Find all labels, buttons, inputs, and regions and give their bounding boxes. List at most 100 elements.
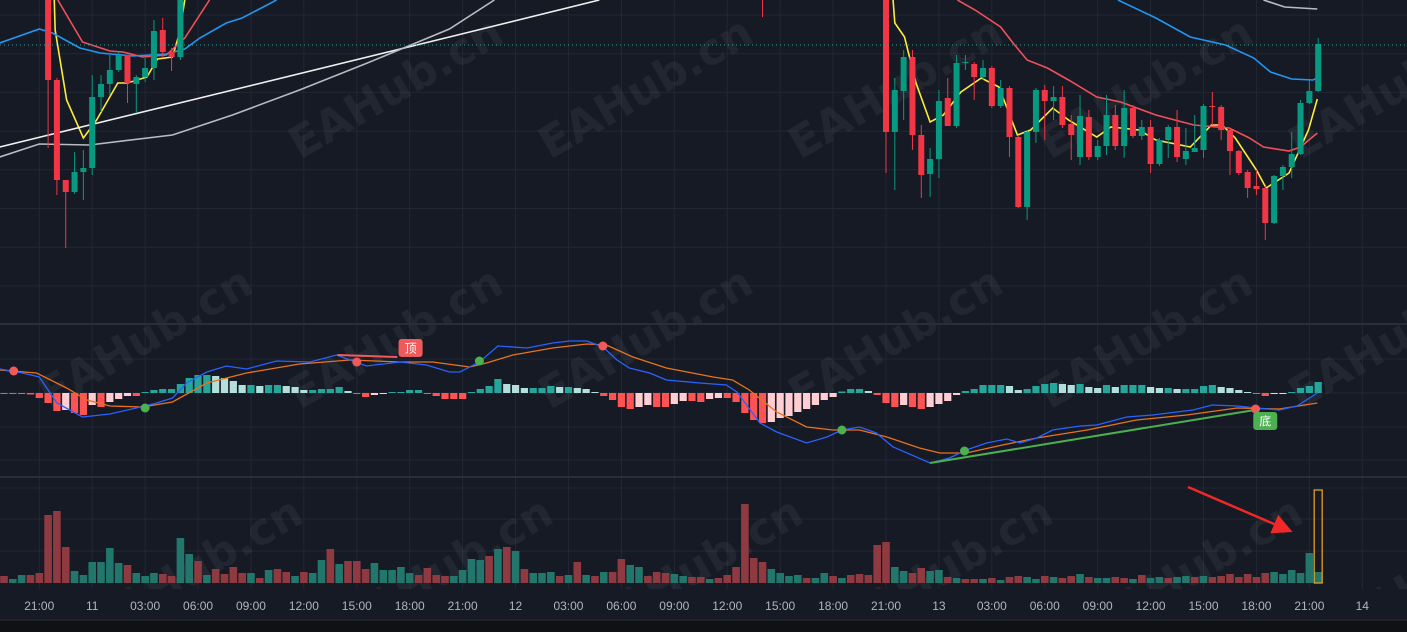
candle-down: [988, 68, 995, 106]
time-label: 21:00: [448, 599, 478, 613]
candle-up: [1077, 116, 1084, 157]
macd-histogram-bar: [326, 389, 334, 393]
candle-up: [98, 84, 105, 97]
volume-bar-up: [405, 573, 414, 583]
volume-bar-down: [123, 565, 132, 583]
candle-down: [53, 80, 60, 180]
macd-histogram-bar: [229, 381, 237, 393]
macd-histogram-bar: [106, 393, 114, 402]
macd-histogram-bar: [265, 385, 273, 393]
volume-bar-up: [264, 570, 273, 583]
candle-up: [997, 88, 1004, 106]
time-label: 15:00: [342, 599, 372, 613]
macd-histogram-bar: [150, 390, 158, 393]
top-divergence-badge: 顶: [398, 339, 423, 357]
volume-bar-up: [582, 575, 590, 583]
macd-histogram-bar: [317, 389, 326, 393]
macd-histogram-bar: [1076, 384, 1084, 393]
volume-bar-up: [1146, 578, 1155, 583]
candle-up: [1024, 132, 1031, 207]
volume-bar-down: [1120, 578, 1128, 583]
candle-up: [1182, 151, 1189, 159]
volume-bar-up: [9, 579, 17, 583]
volume-bar-down: [1217, 576, 1225, 583]
volume-bar-up: [132, 573, 141, 583]
volume-bar-up: [114, 563, 123, 583]
candle-down: [1129, 108, 1136, 136]
volume-bar-down: [758, 562, 767, 583]
volume-bar-up: [1102, 578, 1111, 583]
macd-histogram-bar: [547, 386, 555, 393]
time-label: 03:00: [977, 599, 1007, 613]
candle-up: [89, 97, 96, 168]
volume-bar-up: [317, 560, 326, 583]
candle-up: [1094, 146, 1101, 157]
macd-histogram-bar: [1296, 388, 1305, 393]
candle-down: [1174, 127, 1181, 157]
macd-histogram-bar: [1173, 389, 1181, 393]
volume-bar-down: [361, 569, 370, 583]
macd-histogram-bar: [0, 393, 8, 394]
volume-bar-down: [555, 576, 564, 583]
volume-bar-down: [1226, 574, 1234, 583]
divergence-line: [337, 354, 398, 358]
macd-histogram-bar: [476, 389, 484, 393]
dead-cross-dot: [9, 366, 19, 376]
time-axis[interactable]: [0, 589, 1407, 620]
volume-bar-up: [70, 571, 79, 583]
macd-histogram-bar: [132, 393, 140, 396]
volume-pane[interactable]: [0, 489, 1323, 584]
volume-bar-up: [564, 575, 573, 583]
macd-histogram-bar: [829, 393, 837, 397]
macd-histogram-bar: [706, 393, 714, 399]
candle-up: [71, 172, 78, 192]
volume-bar-down: [1235, 577, 1243, 583]
volume-bar-down: [1208, 577, 1217, 583]
volume-bar-down: [1137, 575, 1146, 583]
volume-bar-up: [1049, 577, 1058, 583]
candle-down: [1112, 115, 1119, 146]
candle-up: [935, 101, 942, 159]
macd-histogram-bar: [794, 393, 802, 412]
candle-down: [1059, 97, 1066, 125]
macd-histogram-bar: [123, 393, 132, 396]
volume-bar-up: [767, 569, 776, 583]
macd-histogram-bar: [353, 393, 361, 394]
candle-down: [1235, 151, 1242, 173]
volume-bar-down: [846, 575, 855, 583]
macd-histogram-bar: [635, 393, 643, 407]
candle-up: [1315, 44, 1322, 91]
volume-bar-down: [1261, 573, 1270, 583]
macd-histogram-bar: [988, 385, 996, 393]
macd-histogram-bar: [441, 393, 449, 399]
volume-bar-up: [1314, 572, 1322, 583]
macd-histogram-bar: [185, 378, 193, 393]
volume-bar-down: [502, 547, 511, 583]
volume-bar-down: [44, 515, 52, 583]
badge-background: [398, 339, 423, 357]
macd-histogram-bar: [626, 393, 634, 409]
volume-bar-up: [838, 578, 846, 583]
volume-bar-up: [511, 551, 520, 583]
golden-cross-dot: [959, 446, 969, 456]
moving-average-line: [957, 0, 1318, 152]
macd-histogram-bar: [520, 388, 528, 393]
bottom-bar: [0, 620, 1407, 632]
volume-bar-down: [432, 575, 440, 583]
macd-pane[interactable]: [0, 340, 1322, 464]
candle-up: [1297, 103, 1304, 154]
candle-up: [106, 70, 113, 84]
volume-bar-down: [732, 567, 740, 583]
volume-bar-down: [608, 572, 617, 583]
candle-up: [142, 68, 149, 77]
price-pane[interactable]: [0, 0, 1407, 248]
time-label: 12:00: [289, 599, 319, 613]
candle-down: [1068, 124, 1075, 135]
candle-down: [971, 64, 978, 77]
time-label: 15:00: [1189, 599, 1219, 613]
macd-histogram-bar: [873, 393, 881, 395]
macd-histogram-bar: [485, 386, 493, 393]
volume-bar-down: [1243, 574, 1252, 583]
